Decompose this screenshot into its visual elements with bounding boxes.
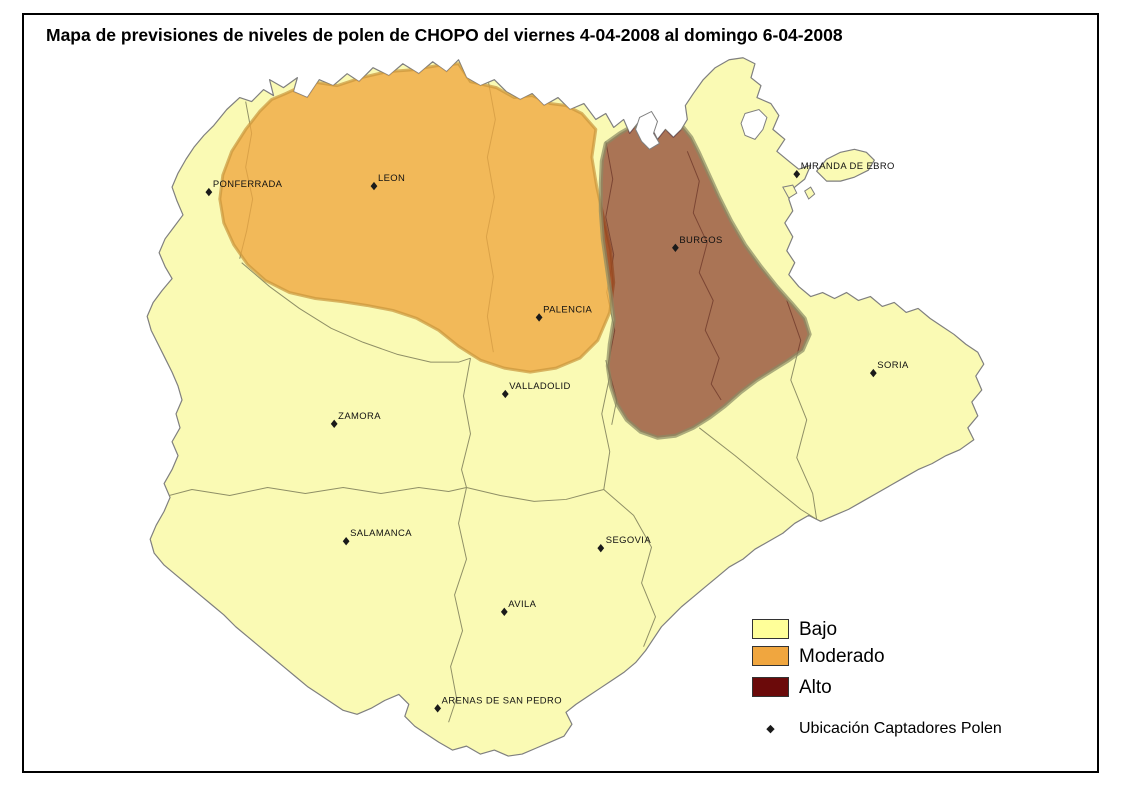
legend-label-alto: Alto	[799, 676, 832, 698]
legend-row-moderado: Moderado	[752, 646, 885, 666]
map-frame: Mapa de previsiones de niveles de polen …	[22, 13, 1099, 773]
city-label: SALAMANCA	[350, 528, 412, 539]
city-label: PONFERRADA	[213, 179, 283, 190]
pollen-trap-icon	[869, 368, 877, 378]
legend-label-bajo: Bajo	[799, 618, 838, 640]
pollen-trap-icon	[500, 607, 508, 617]
region-island-northeast	[816, 148, 875, 182]
city-label: LEON	[378, 173, 405, 184]
city-marker-valladolid: VALLADOLID	[501, 381, 571, 399]
city-marker-leon: LEON	[370, 173, 405, 191]
city-marker-palencia: PALENCIA	[535, 304, 592, 322]
legend-swatch-alto	[752, 677, 789, 697]
legend-label-moderado: Moderado	[799, 645, 885, 667]
city-marker-soria: SORIA	[869, 360, 909, 378]
region-islet-1	[782, 184, 798, 199]
city-label: ZAMORA	[338, 411, 381, 422]
legend-row-captadores: ◆ Ubicación Captadores Polen	[752, 721, 1002, 737]
city-label: VALLADOLID	[509, 381, 571, 392]
legend-swatch-moderado	[752, 646, 789, 666]
pollen-trap-icon	[501, 389, 509, 399]
legend-row-alto: Alto	[752, 677, 832, 697]
city-label: SEGOVIA	[606, 535, 652, 546]
pollen-trap-legend-icon: ◆	[766, 722, 775, 735]
city-label: AVILA	[508, 599, 536, 610]
city-label: MIRANDA DE EBRO	[801, 161, 895, 172]
city-label: BURGOS	[679, 235, 722, 246]
city-label: SORIA	[877, 360, 909, 371]
pollen-trap-icon	[535, 313, 543, 322]
city-marker-ponferrada: PONFERRADA	[205, 179, 283, 197]
city-markers: PONFERRADA LEON MIRANDA DE EBRO BURGOS P…	[205, 161, 909, 713]
legend-row-bajo: Bajo	[752, 619, 837, 639]
city-label: PALENCIA	[543, 304, 592, 315]
pollen-map: PONFERRADA LEON MIRANDA DE EBRO BURGOS P…	[146, 57, 985, 757]
pollen-trap-icon	[370, 181, 378, 191]
legend-label-captadores: Ubicación Captadores Polen	[799, 720, 1002, 737]
overlay-alto	[598, 123, 812, 440]
region-enclaves	[635, 108, 768, 150]
legend-swatch-bajo	[752, 619, 789, 639]
region-islet-2	[804, 186, 816, 200]
city-label: ARENAS DE SAN PEDRO	[442, 695, 562, 706]
pollen-trap-icon	[205, 187, 213, 197]
map-title: Mapa de previsiones de niveles de polen …	[46, 25, 843, 45]
city-marker-avila: AVILA	[500, 599, 536, 617]
